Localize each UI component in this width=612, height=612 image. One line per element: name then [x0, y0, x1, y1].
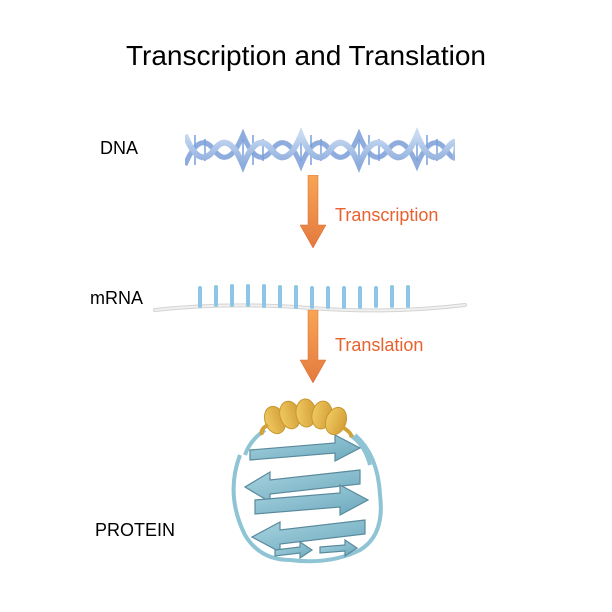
protein-structure-icon	[220, 395, 395, 575]
translation-arrow-icon	[298, 310, 328, 385]
dna-helix-icon	[185, 125, 455, 175]
translation-label: Translation	[335, 335, 423, 356]
protein-label: PROTEIN	[95, 520, 175, 541]
dna-label: DNA	[100, 138, 138, 159]
mrna-label: mRNA	[90, 288, 143, 309]
transcription-arrow-icon	[298, 175, 328, 250]
diagram-title: Transcription and Translation	[0, 40, 612, 72]
transcription-label: Transcription	[335, 205, 438, 226]
